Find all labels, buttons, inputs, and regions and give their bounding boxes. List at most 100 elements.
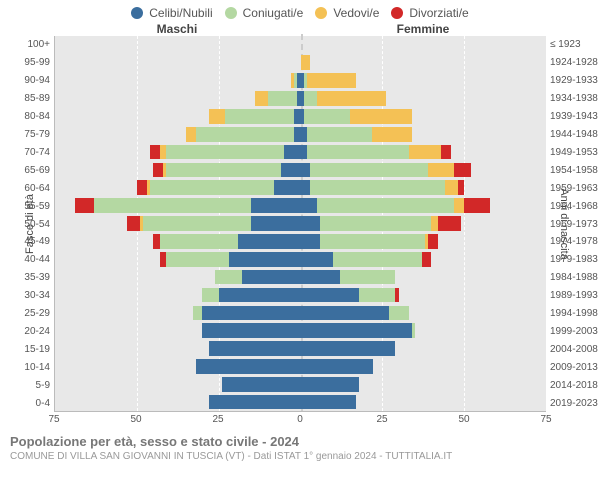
birthyear-label: 1964-1968	[550, 197, 600, 215]
segment-cel	[301, 252, 334, 267]
bar	[301, 359, 547, 374]
birthyear-label: ≤ 1923	[550, 36, 600, 54]
birthyear-label: 1979-1983	[550, 251, 600, 269]
bar	[55, 216, 301, 231]
legend-label: Divorziati/e	[409, 6, 468, 20]
age-label: 75-79	[0, 126, 50, 144]
bar	[55, 127, 301, 142]
female-half	[301, 304, 547, 322]
segment-ved	[209, 109, 225, 124]
segment-con	[310, 180, 444, 195]
segment-cel	[301, 306, 389, 321]
male-half	[55, 357, 301, 375]
age-row	[55, 322, 546, 340]
age-label: 0-4	[0, 394, 50, 412]
caption-sub: COMUNE DI VILLA SAN GIOVANNI IN TUSCIA (…	[10, 451, 590, 462]
segment-ved	[409, 145, 442, 160]
bar	[301, 127, 547, 142]
age-label: 85-89	[0, 90, 50, 108]
bar	[55, 306, 301, 321]
bar	[301, 341, 547, 356]
age-label: 20-24	[0, 323, 50, 341]
legend-label: Celibi/Nubili	[149, 6, 212, 20]
female-half	[301, 357, 547, 375]
segment-cel	[219, 288, 301, 303]
legend-swatch	[391, 7, 403, 19]
age-row	[55, 357, 546, 375]
birthyear-label: 1959-1963	[550, 179, 600, 197]
female-half	[301, 197, 547, 215]
age-row	[55, 107, 546, 125]
age-label: 80-84	[0, 108, 50, 126]
age-label: 25-29	[0, 305, 50, 323]
segment-cel	[222, 377, 301, 392]
segment-div	[454, 163, 470, 178]
segment-ved	[445, 180, 458, 195]
age-label: 45-49	[0, 233, 50, 251]
female-header: Femmine	[300, 22, 546, 36]
legend-label: Coniugati/e	[243, 6, 304, 20]
bar	[55, 377, 301, 392]
segment-con	[225, 109, 294, 124]
x-tick: 25	[212, 414, 223, 425]
age-row	[55, 72, 546, 90]
segment-cel	[301, 359, 373, 374]
segment-cel	[196, 359, 301, 374]
birthyear-label: 1934-1938	[550, 90, 600, 108]
birthyear-label: 1939-1943	[550, 108, 600, 126]
bar	[301, 55, 547, 70]
segment-cel	[301, 180, 311, 195]
legend-swatch	[225, 7, 237, 19]
legend-label: Vedovi/e	[333, 6, 379, 20]
bar	[301, 234, 547, 249]
legend: Celibi/Nubili Coniugati/e Vedovi/e Divorzia…	[0, 0, 600, 22]
bar	[301, 252, 547, 267]
segment-cel	[301, 216, 321, 231]
segment-cel	[202, 306, 300, 321]
segment-cel	[301, 377, 360, 392]
segment-con	[166, 163, 281, 178]
birthyear-label: 1944-1948	[550, 126, 600, 144]
segment-con	[166, 252, 228, 267]
segment-con	[310, 163, 428, 178]
female-half	[301, 375, 547, 393]
birthyear-label: 2014-2018	[550, 376, 600, 394]
segment-div	[150, 145, 160, 160]
legend-swatch	[315, 7, 327, 19]
chart-area: 100+95-9990-9485-8980-8475-7970-7465-696…	[0, 36, 600, 412]
age-row	[55, 179, 546, 197]
legend-item: Divorziati/e	[391, 6, 468, 20]
age-row	[55, 304, 546, 322]
bar	[55, 234, 301, 249]
birthyear-label: 1929-1933	[550, 72, 600, 90]
age-labels: 100+95-9990-9485-8980-8475-7970-7465-696…	[0, 36, 54, 412]
bar	[55, 359, 301, 374]
x-tick: 75	[540, 414, 551, 425]
male-half	[55, 143, 301, 161]
x-tick: 25	[376, 414, 387, 425]
male-half	[55, 340, 301, 358]
male-half	[55, 90, 301, 108]
bar	[301, 145, 547, 160]
segment-cel	[301, 395, 357, 410]
bar	[55, 198, 301, 213]
age-row	[55, 197, 546, 215]
female-half	[301, 286, 547, 304]
male-half	[55, 107, 301, 125]
segment-con	[196, 127, 294, 142]
bar	[301, 180, 547, 195]
age-row	[55, 340, 546, 358]
segment-con	[412, 323, 415, 338]
segment-con	[215, 270, 241, 285]
segment-div	[464, 198, 490, 213]
male-half	[55, 232, 301, 250]
male-half	[55, 268, 301, 286]
age-row	[55, 215, 546, 233]
segment-con	[150, 180, 274, 195]
legend-item: Vedovi/e	[315, 6, 379, 20]
bar	[55, 145, 301, 160]
bar	[301, 109, 547, 124]
male-half	[55, 161, 301, 179]
bar	[55, 91, 301, 106]
age-row	[55, 250, 546, 268]
